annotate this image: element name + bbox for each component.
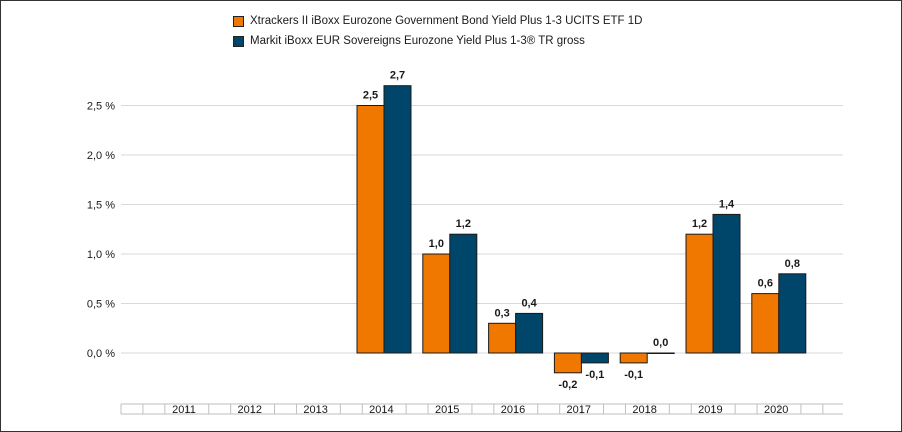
x-tick-label: 2015 [435, 404, 459, 416]
bar [778, 273, 807, 354]
legend-swatch-etf [233, 15, 244, 27]
x-tick-label: 2017 [567, 404, 591, 416]
data-label: 0,4 [521, 297, 537, 309]
legend: Xtrackers II iBoxx Eurozone Government B… [233, 11, 642, 51]
y-tick-label: 0,0 % [87, 348, 115, 360]
data-label: 0,3 [494, 307, 509, 319]
bar [383, 85, 412, 354]
y-tick-label: 2,5 % [87, 101, 115, 113]
bar [619, 352, 648, 364]
legend-label-index: Markit iBoxx EUR Sovereigns Eurozone Yie… [250, 35, 585, 47]
data-label: 1,2 [456, 218, 471, 230]
y-tick-label: 0,5 % [87, 299, 115, 311]
legend-item-etf: Xtrackers II iBoxx Eurozone Government B… [233, 11, 642, 31]
data-label: 2,7 [390, 70, 405, 82]
legend-item-index: Markit iBoxx EUR Sovereigns Eurozone Yie… [233, 31, 642, 51]
data-label: 2,5 [363, 90, 378, 102]
x-tick-label: 2014 [369, 404, 393, 416]
x-tick-label: 2013 [303, 404, 327, 416]
bar [553, 352, 582, 374]
bar [449, 233, 478, 354]
data-label: 0,0 [653, 337, 668, 349]
x-tick-label: 2011 [172, 404, 196, 416]
data-label: 1,4 [719, 198, 735, 210]
bar [751, 293, 780, 354]
data-label: -0,1 [585, 369, 604, 381]
legend-swatch-index [233, 35, 244, 47]
legend-label-etf: Xtrackers II iBoxx Eurozone Government B… [250, 15, 643, 27]
data-label: 1,0 [429, 238, 444, 250]
data-label: 0,8 [785, 258, 800, 270]
x-tick-label: 2012 [238, 404, 262, 416]
bar [580, 352, 609, 364]
bar [712, 213, 741, 354]
bar [685, 233, 714, 354]
data-label: -0,1 [624, 369, 643, 381]
x-tick-label: 2018 [632, 404, 656, 416]
bar [488, 322, 517, 354]
bar [515, 312, 544, 354]
y-tick-label: 2,0 % [87, 150, 115, 162]
data-label: 0,6 [758, 278, 773, 290]
y-tick-label: 1,0 % [87, 249, 115, 261]
bar [646, 352, 675, 354]
data-label: -0,2 [558, 379, 577, 391]
bar [422, 253, 451, 354]
x-tick-label: 2020 [764, 404, 788, 416]
x-tick-label: 2016 [501, 404, 525, 416]
data-label: 1,2 [692, 218, 707, 230]
y-tick-label: 1,5 % [87, 200, 115, 212]
x-tick-label: 2019 [698, 404, 722, 416]
bar [356, 105, 385, 354]
